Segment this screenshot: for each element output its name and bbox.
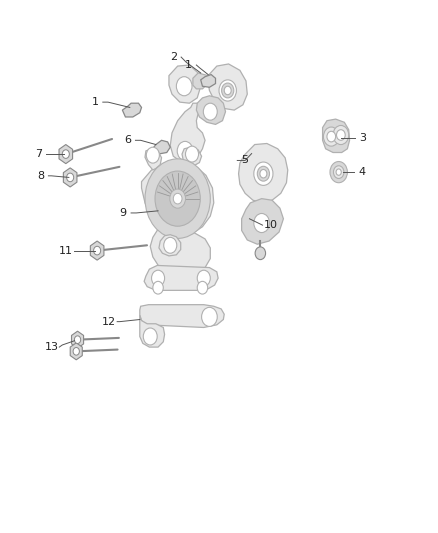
Polygon shape [122,103,141,117]
Polygon shape [145,149,162,170]
Circle shape [224,86,231,95]
Polygon shape [150,227,210,276]
Circle shape [197,281,208,294]
Circle shape [260,169,267,178]
Circle shape [327,131,336,142]
Circle shape [94,246,101,255]
Polygon shape [152,140,170,154]
Text: 11: 11 [59,246,73,256]
Polygon shape [196,96,226,124]
Polygon shape [208,64,247,110]
Text: 13: 13 [44,342,58,352]
Circle shape [152,270,165,286]
Text: 1: 1 [185,60,192,70]
Circle shape [164,237,177,253]
Polygon shape [140,316,165,347]
Circle shape [254,214,269,232]
Text: 4: 4 [358,167,365,177]
Circle shape [173,193,182,204]
Polygon shape [140,305,224,327]
Circle shape [155,171,200,226]
Polygon shape [71,331,84,348]
Text: 6: 6 [124,135,131,146]
Circle shape [185,146,198,162]
Polygon shape [193,73,209,89]
Circle shape [219,80,237,101]
Text: 7: 7 [35,149,42,159]
Circle shape [257,166,269,181]
Circle shape [336,169,341,175]
Circle shape [67,173,74,182]
Circle shape [177,77,192,96]
Circle shape [143,328,157,345]
Text: 5: 5 [242,156,249,165]
Circle shape [145,159,210,238]
Circle shape [62,150,69,158]
Polygon shape [70,343,82,360]
Circle shape [333,125,349,144]
Text: 2: 2 [170,52,177,62]
Text: 1: 1 [92,97,99,107]
Text: 8: 8 [37,171,44,181]
Polygon shape [141,161,214,236]
Polygon shape [201,75,215,87]
Circle shape [74,336,81,343]
Polygon shape [169,65,201,103]
Circle shape [336,130,345,140]
Circle shape [177,141,193,160]
Polygon shape [144,265,218,290]
Circle shape [254,162,273,185]
Circle shape [197,270,210,286]
Circle shape [222,83,234,98]
Polygon shape [64,168,77,187]
Circle shape [330,161,347,183]
Text: 9: 9 [120,208,127,218]
Polygon shape [59,144,73,164]
Polygon shape [182,147,201,166]
Polygon shape [322,119,350,152]
Circle shape [170,189,185,208]
Circle shape [323,127,339,146]
Polygon shape [242,199,283,244]
Circle shape [203,103,217,120]
Polygon shape [90,241,104,260]
Text: 10: 10 [263,220,277,230]
Circle shape [153,281,163,294]
Polygon shape [159,235,181,256]
Polygon shape [239,143,288,203]
Circle shape [73,348,79,355]
Circle shape [201,308,217,326]
Circle shape [333,166,344,179]
Text: 12: 12 [102,317,117,327]
Circle shape [255,247,265,260]
Circle shape [146,147,159,163]
Text: 3: 3 [359,133,366,143]
Polygon shape [170,103,205,161]
